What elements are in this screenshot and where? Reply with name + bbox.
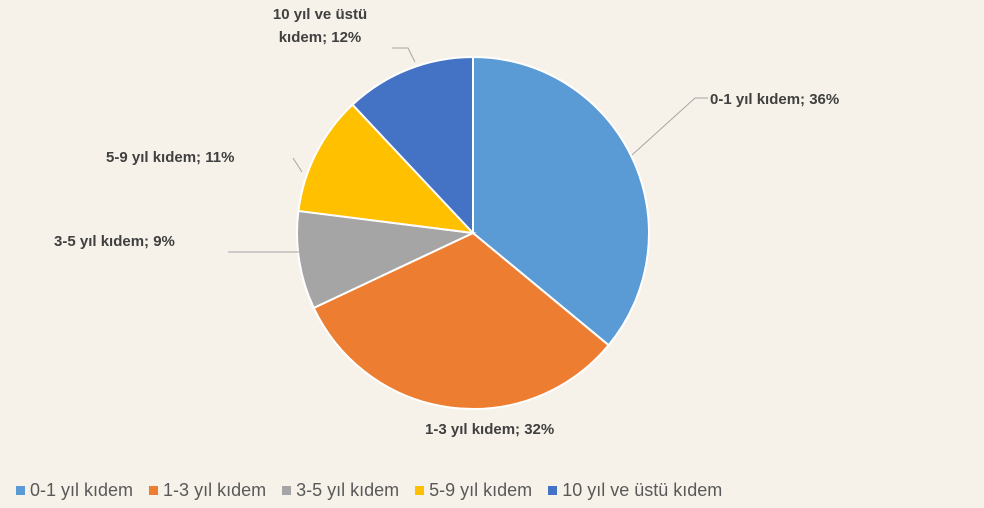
legend-label: 10 yıl ve üstü kıdem (562, 480, 723, 500)
legend-label: 3-5 yıl kıdem (296, 480, 400, 500)
data-label: 0-1 yıl kıdem; 36% (710, 91, 840, 108)
pie-slice (472, 55, 650, 347)
legend: 0-1 yıl kıdem 1-3 yıl kıdem 3-5 yıl kıdem 5… (16, 480, 722, 501)
legend-label: 0-1 yıl kıdem (30, 480, 134, 500)
legend-item: 5-9 yıl kıdem (415, 480, 532, 501)
pie-slice (296, 209, 477, 310)
data-label: 5-9 yıl kıdem; 11% (106, 149, 235, 166)
legend-label: 1-3 yıl kıdem (163, 480, 267, 500)
legend-swatch (149, 486, 159, 495)
legend-swatch (282, 486, 292, 495)
legend-label: 5-9 yıl kıdem (429, 480, 533, 500)
pie-slice (297, 103, 476, 235)
data-label: 10 yıl ve üstü kıdem; 12% (272, 6, 368, 46)
leader-line (392, 47, 416, 63)
legend-item: 10 yıl ve üstü kıdem (548, 480, 722, 501)
legend-item: 0-1 yıl kıdem (16, 480, 133, 501)
legend-swatch (548, 486, 558, 495)
pie-slice (312, 231, 611, 410)
legend-item: 3-5 yıl kıdem (282, 480, 399, 501)
legend-swatch (415, 486, 425, 495)
legend-swatch (16, 486, 25, 495)
pie-slice (351, 55, 474, 236)
leader-line (292, 157, 303, 173)
legend-item: 1-3 yıl kıdem (149, 480, 266, 501)
data-label: 3-5 yıl kıdem; 9% (54, 233, 175, 250)
data-label: 1-3 yıl kıdem; 32% (425, 421, 555, 438)
leader-line (631, 97, 708, 156)
